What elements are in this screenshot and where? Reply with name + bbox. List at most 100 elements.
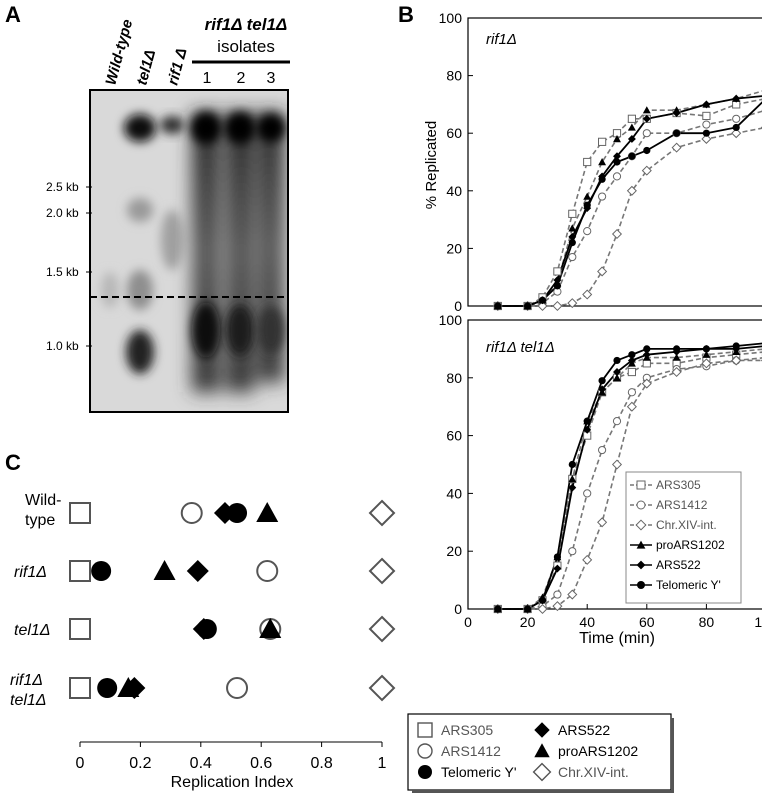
data-point-ars522 <box>642 114 651 123</box>
gel-lane-labels: Wild-type tel1Δ rif1 Δ rif1Δ tel1Δ isola… <box>102 15 290 87</box>
panel-c-markers <box>69 499 396 702</box>
x-tick-label: 40 <box>579 614 595 630</box>
data-point-proars1202 <box>627 123 636 131</box>
data-point-ars1412 <box>583 489 592 498</box>
panel-c-legend: ARS305 ARS522 ARS1412 proARS1202 Telomeric Y… <box>407 713 674 793</box>
data-point-chr-xiv-int <box>567 298 578 309</box>
legend-label-ars522: ARS522 <box>656 558 701 572</box>
data-point-chr-xiv-int <box>701 133 712 144</box>
lane-label-tel1: tel1Δ <box>133 48 159 87</box>
index-marker-chr-xiv-int <box>368 557 396 585</box>
panel-label-b: B <box>398 2 414 27</box>
chart-rif1-frame <box>467 17 762 307</box>
legend-marker-telomeric-y <box>418 765 432 779</box>
legend-label-ars1412: ARS1412 <box>656 498 708 512</box>
index-marker-ars305 <box>69 618 91 640</box>
data-point-telomeric-y <box>673 129 681 137</box>
data-point-chr-xiv-int <box>626 185 637 196</box>
data-point-ars1412 <box>583 227 592 236</box>
data-point-ars1412 <box>642 129 651 138</box>
gel-image <box>89 89 289 413</box>
panel-c-xlabel: Replication Index <box>171 774 294 791</box>
legend-label-chr-xiv-int: Chr.XIV-int. <box>656 518 717 532</box>
data-point-proars1202 <box>672 353 681 361</box>
data-point-chr-xiv-int <box>611 228 623 240</box>
data-point-ars522 <box>672 109 681 117</box>
legend-marker-ars522 <box>636 560 646 570</box>
panel-b-xlabel: Time (min) <box>579 630 655 647</box>
data-point-chr-xiv-int <box>597 517 608 528</box>
legend-label-chr-xiv-int: Chr.XIV-int. <box>558 764 629 780</box>
x-tick-label: 100 <box>754 614 762 630</box>
x-tick-label: 0.6 <box>250 755 272 772</box>
data-point-telomeric-y <box>628 351 636 359</box>
panel-b-ylabel: % Replicated <box>423 121 440 209</box>
data-point-ars1412 <box>612 172 622 181</box>
legend-marker-ars1412 <box>636 500 646 510</box>
index-marker-ars305 <box>69 502 91 524</box>
data-point-ars305 <box>642 359 651 368</box>
isolates-group-label-line1: rif1Δ tel1Δ <box>205 15 288 34</box>
index-marker-telomeric-y <box>196 619 217 639</box>
data-point-telomeric-y <box>673 345 681 353</box>
y-tick-label: 60 <box>446 125 462 141</box>
data-point-ars522 <box>613 368 621 376</box>
legend-label-telomeric-y: Telomeric Y' <box>441 764 517 780</box>
index-marker-ars305 <box>69 677 91 699</box>
legend-label-proars1202: proARS1202 <box>558 743 638 759</box>
row-labels: Wild- type rif1Δ tel1Δ rif1Δ tel1Δ <box>10 492 61 709</box>
data-point-ars522 <box>627 135 636 143</box>
data-point-telomeric-y <box>553 282 562 290</box>
data-point-ars305 <box>627 367 636 377</box>
legend-label-ars305: ARS305 <box>441 722 493 738</box>
data-point-telomeric-y <box>538 296 547 304</box>
data-point-ars305 <box>553 267 562 276</box>
y-tick-label: 100 <box>439 312 463 328</box>
series-line-chr-xiv-int <box>497 359 762 610</box>
data-point-ars305 <box>702 111 711 121</box>
data-point-chr-xiv-int <box>701 358 712 369</box>
x-tick-label: 0.8 <box>310 755 332 772</box>
index-marker-chr-xiv-int <box>368 674 396 702</box>
gel-background <box>90 90 288 412</box>
index-marker-chr-xiv-int <box>368 499 396 527</box>
data-point-ars305 <box>627 114 636 123</box>
data-point-telomeric-y <box>598 175 606 183</box>
data-point-proars1202 <box>568 474 577 483</box>
data-point-ars1412 <box>612 417 622 426</box>
y-tick-label: 20 <box>446 543 462 559</box>
y-tick-label: 80 <box>446 68 462 84</box>
size-markers: 2.5 kb 2.0 kb 1.5 kb 1.0 kb <box>46 180 92 353</box>
panel-label-c: C <box>5 450 21 475</box>
data-point-ars522 <box>553 276 562 285</box>
data-point-telomeric-y <box>524 605 532 613</box>
data-point-ars1412 <box>702 120 711 129</box>
data-point-telomeric-y <box>643 146 651 155</box>
data-point-telomeric-y <box>702 345 711 353</box>
index-marker-ars522 <box>186 560 209 582</box>
data-point-ars1412 <box>598 445 607 455</box>
data-point-telomeric-y <box>568 239 576 247</box>
row-label-rif1-tel1-line1: rif1Δ <box>10 672 43 689</box>
chart-rif1-tel1-x-ticks: 0 20 40 60 80 100 <box>464 604 762 630</box>
data-point-proars1202 <box>702 350 711 358</box>
index-marker-ars305 <box>69 560 91 582</box>
index-marker-ars522 <box>123 677 146 699</box>
data-point-proars1202 <box>613 135 621 143</box>
isolate-number-2: 2 <box>237 70 246 87</box>
index-marker-proars1202 <box>153 560 176 580</box>
x-tick-label: 20 <box>520 614 536 630</box>
data-point-chr-xiv-int <box>537 300 548 312</box>
row-label-wild-type-line1: Wild- <box>25 492 61 509</box>
chart-rif1-title: rif1Δ <box>486 31 517 48</box>
x-tick-label: 1 <box>378 755 387 772</box>
legend-marker-chr-xiv-int <box>532 762 552 782</box>
index-marker-telomeric-y <box>97 678 118 698</box>
chart-rif1-series <box>492 90 762 312</box>
data-point-ars522 <box>598 385 607 394</box>
index-marker-proars1202 <box>256 502 279 522</box>
data-point-telomeric-y <box>732 123 740 132</box>
data-point-telomeric-y <box>613 158 621 166</box>
data-point-telomeric-y <box>583 201 591 209</box>
